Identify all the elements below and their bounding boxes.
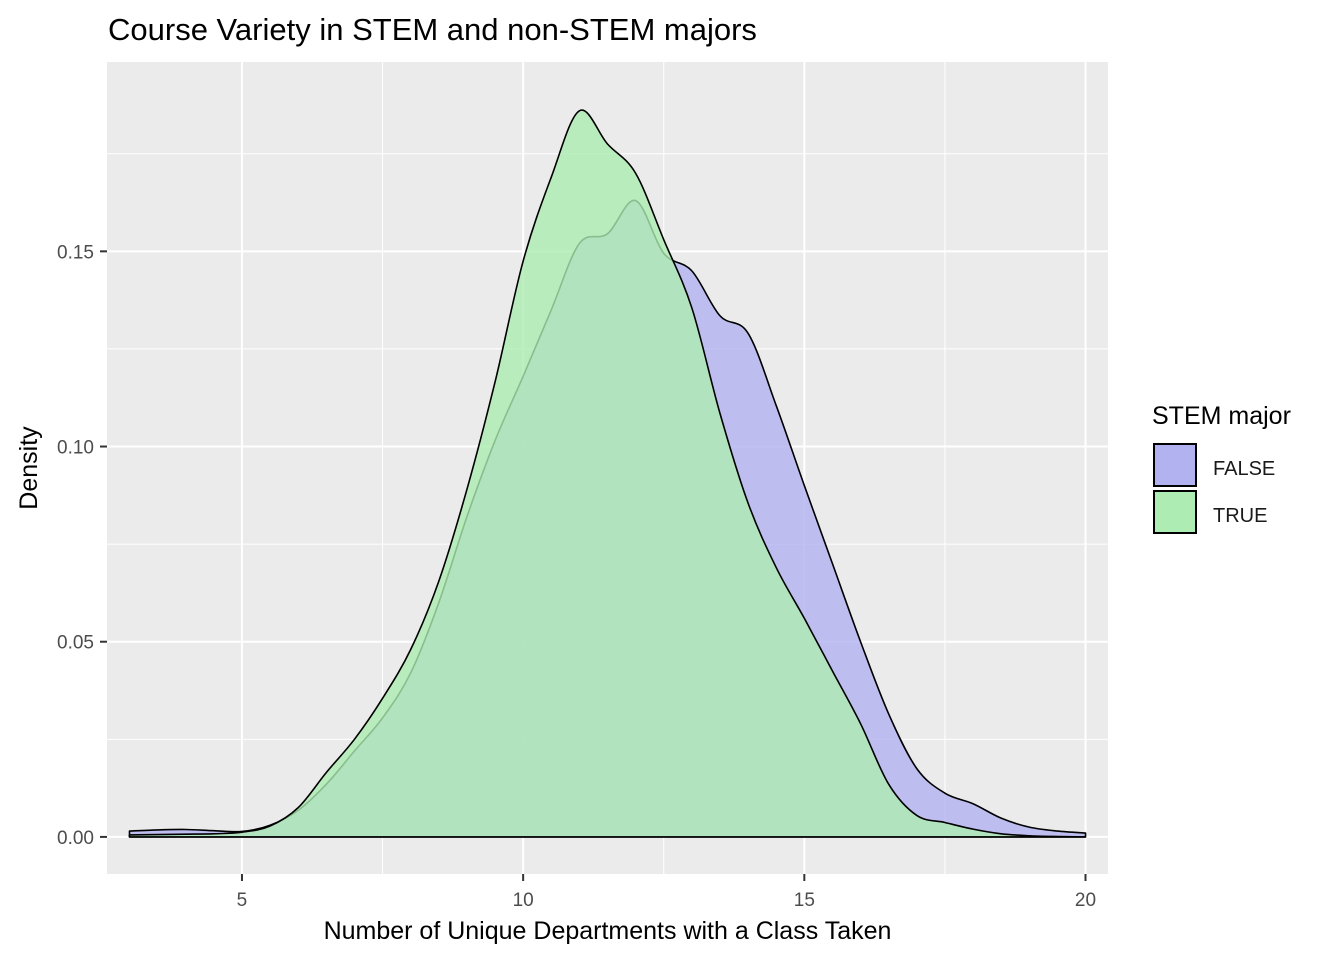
density-area-true — [128, 109, 1087, 838]
y-axis-ticks: 0.00 0.05 0.10 0.15 — [57, 242, 107, 849]
y-axis-title: Density — [15, 426, 43, 510]
x-tick-label: 10 — [513, 890, 534, 911]
y-tick-label: 0.15 — [57, 242, 94, 263]
legend-label-true: TRUE — [1213, 505, 1267, 527]
legend-key-true — [1153, 490, 1197, 534]
x-tick-label: 5 — [237, 890, 248, 911]
x-axis-ticks: 5 10 15 20 — [237, 874, 1096, 911]
chart-title: Course Variety in STEM and non-STEM majo… — [108, 12, 757, 47]
legend-label-false: FALSE — [1213, 458, 1275, 480]
legend-title: STEM major — [1152, 402, 1291, 430]
x-tick-label: 15 — [794, 890, 815, 911]
legend-key-false — [1153, 443, 1197, 487]
legend: STEM major FALSE TRUE — [1152, 402, 1291, 534]
y-tick-label: 0.10 — [57, 438, 94, 459]
y-tick-label: 0.05 — [57, 633, 94, 654]
y-tick-label: 0.00 — [57, 828, 94, 849]
x-axis-title: Number of Unique Departments with a Clas… — [324, 917, 892, 945]
x-tick-label: 20 — [1075, 890, 1096, 911]
density-areas — [128, 109, 1087, 838]
